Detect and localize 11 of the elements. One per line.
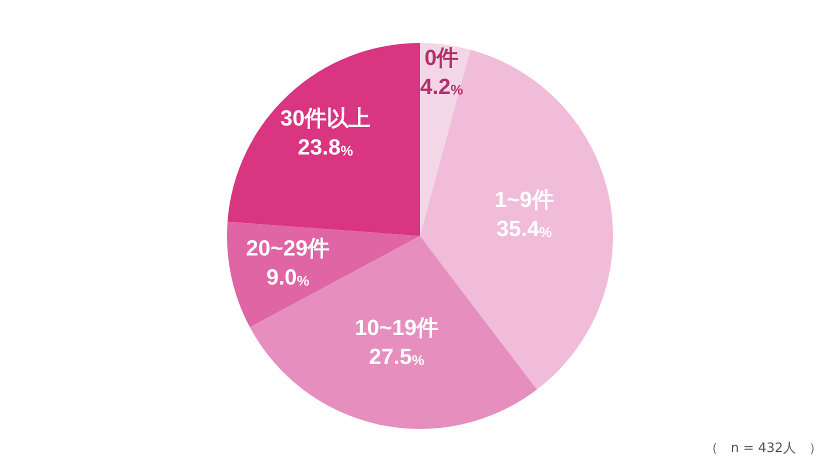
slice-label: 10~19件 bbox=[354, 315, 439, 340]
text: （ n = 432人 ） bbox=[704, 440, 822, 457]
slice-label: 20~29件 bbox=[246, 236, 330, 261]
data-label: 35.4% bbox=[496, 216, 552, 242]
data-label: 4.2% bbox=[420, 74, 464, 99]
data-label: 23.8% bbox=[298, 134, 354, 160]
slice-label: 1~9件 bbox=[494, 187, 554, 212]
data-label: 27.5% bbox=[369, 344, 425, 370]
slice-label: 0件 bbox=[424, 44, 459, 70]
slice-label: 30件以上 bbox=[280, 106, 371, 131]
data-label: 9.0% bbox=[266, 264, 310, 290]
